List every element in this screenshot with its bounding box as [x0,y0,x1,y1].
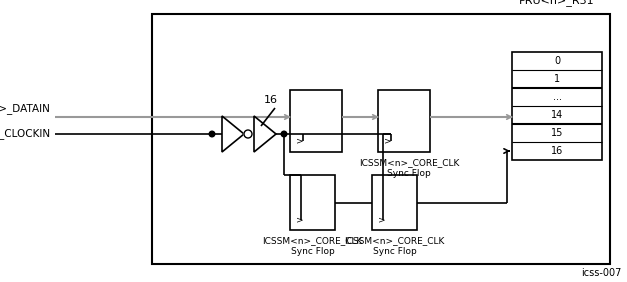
Text: PRU<n>_CLOCKIN: PRU<n>_CLOCKIN [0,129,50,140]
Circle shape [244,130,252,138]
Text: 0: 0 [554,56,560,66]
Text: 16: 16 [264,95,278,105]
Text: PRU<n>_DATAIN: PRU<n>_DATAIN [0,103,50,114]
Text: PRU<n>_R31: PRU<n>_R31 [519,0,595,6]
Text: 1: 1 [554,74,560,84]
Text: >: > [296,136,303,146]
Bar [512,52,602,160]
Bar [290,175,335,230]
Bar [372,175,417,230]
Text: >: > [384,136,392,146]
Text: >: > [296,215,303,224]
Text: ICSSM<n>_CORE_CLK
Sync Flop: ICSSM<n>_CORE_CLK Sync Flop [262,236,362,256]
Text: ...: ... [552,92,562,102]
Text: >: > [378,215,386,224]
Circle shape [209,131,215,137]
Circle shape [244,130,252,138]
Text: ICSSM<n>_CORE_CLK
Sync Flop: ICSSM<n>_CORE_CLK Sync Flop [359,158,459,178]
Bar [152,14,610,264]
Circle shape [281,131,287,137]
Text: ICSSM<n>_CORE_CLK
Sync Flop: ICSSM<n>_CORE_CLK Sync Flop [344,236,445,256]
Text: 15: 15 [551,128,563,138]
Bar [378,90,430,152]
Text: 16: 16 [551,146,563,156]
Bar [290,90,342,152]
Text: 14: 14 [551,110,563,120]
Text: icss-007: icss-007 [582,268,622,278]
